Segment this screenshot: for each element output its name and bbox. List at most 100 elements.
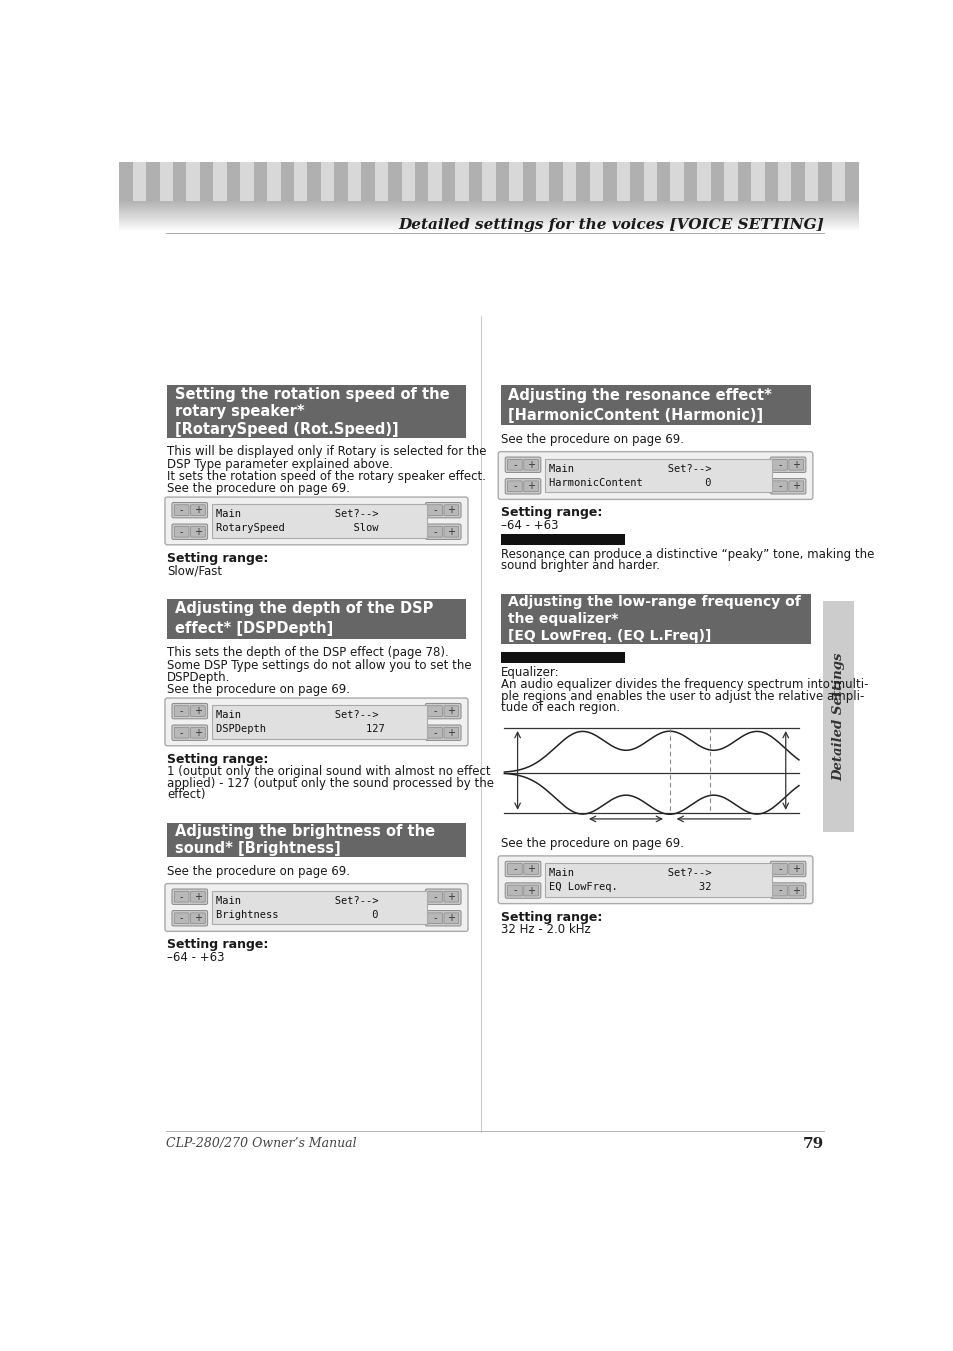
Text: Some DSP Type settings do not allow you to set the: Some DSP Type settings do not allow you …	[167, 659, 472, 671]
Text: Brightness               0: Brightness 0	[216, 911, 378, 920]
Text: Adjusting the depth of the DSP: Adjusting the depth of the DSP	[174, 601, 433, 616]
Text: -: -	[513, 481, 517, 492]
Text: –64 - +63: –64 - +63	[167, 951, 225, 963]
Text: -: -	[180, 913, 183, 923]
Bar	[375, 162, 388, 200]
FancyBboxPatch shape	[505, 882, 540, 898]
Text: -: -	[180, 527, 183, 536]
FancyBboxPatch shape	[507, 885, 521, 896]
FancyBboxPatch shape	[427, 705, 442, 716]
Bar	[320, 162, 334, 200]
Text: ple regions and enables the user to adjust the relative ampli-: ple regions and enables the user to adju…	[500, 689, 863, 703]
FancyBboxPatch shape	[425, 704, 460, 719]
FancyBboxPatch shape	[425, 725, 460, 740]
FancyBboxPatch shape	[174, 505, 189, 516]
Text: Equalizer:: Equalizer:	[500, 666, 558, 678]
Bar	[763, 162, 777, 200]
Text: Setting the rotation speed of the: Setting the rotation speed of the	[174, 386, 449, 401]
FancyBboxPatch shape	[191, 727, 205, 738]
FancyBboxPatch shape	[172, 911, 208, 925]
FancyBboxPatch shape	[443, 505, 458, 516]
FancyBboxPatch shape	[769, 478, 805, 494]
Text: Slow/Fast: Slow/Fast	[167, 565, 222, 577]
FancyBboxPatch shape	[172, 524, 208, 539]
Text: See the procedure on page 69.: See the procedure on page 69.	[500, 838, 683, 850]
FancyBboxPatch shape	[427, 892, 442, 902]
FancyBboxPatch shape	[788, 863, 802, 874]
Text: effect* [DSPDepth]: effect* [DSPDepth]	[174, 621, 333, 636]
FancyBboxPatch shape	[443, 527, 458, 538]
FancyBboxPatch shape	[443, 705, 458, 716]
FancyBboxPatch shape	[172, 704, 208, 719]
FancyBboxPatch shape	[507, 459, 521, 470]
Text: See the procedure on page 69.: See the procedure on page 69.	[167, 865, 350, 878]
Bar	[831, 162, 844, 200]
Text: Detailed settings for the voices [VOICE SETTING]: Detailed settings for the voices [VOICE …	[398, 219, 823, 232]
FancyBboxPatch shape	[788, 481, 802, 492]
FancyBboxPatch shape	[165, 698, 468, 746]
Text: See the procedure on page 69.: See the procedure on page 69.	[167, 684, 350, 696]
FancyBboxPatch shape	[769, 862, 805, 877]
FancyBboxPatch shape	[191, 892, 205, 902]
Bar	[267, 162, 280, 200]
FancyBboxPatch shape	[174, 705, 189, 716]
Text: +: +	[193, 527, 202, 536]
FancyBboxPatch shape	[425, 524, 460, 539]
Bar	[388, 162, 401, 200]
Text: +: +	[527, 885, 535, 896]
Text: EQ LowFreq.             32: EQ LowFreq. 32	[549, 882, 711, 892]
Bar	[500, 534, 624, 544]
FancyBboxPatch shape	[174, 913, 189, 924]
FancyBboxPatch shape	[788, 459, 802, 470]
Text: Detailed Settings: Detailed Settings	[831, 653, 844, 781]
Text: +: +	[527, 865, 535, 874]
FancyBboxPatch shape	[769, 882, 805, 898]
Bar	[710, 162, 723, 200]
Text: +: +	[791, 459, 800, 470]
Text: Adjusting the low-range frequency of: Adjusting the low-range frequency of	[508, 596, 801, 609]
Bar	[697, 162, 710, 200]
Text: -: -	[778, 885, 781, 896]
Bar	[737, 162, 750, 200]
Text: -: -	[433, 527, 436, 536]
FancyBboxPatch shape	[191, 705, 205, 716]
Bar	[576, 162, 589, 200]
Text: -: -	[180, 728, 183, 738]
Bar	[159, 162, 172, 200]
FancyBboxPatch shape	[507, 481, 521, 492]
Text: -: -	[433, 505, 436, 515]
Bar	[791, 162, 804, 200]
Text: Setting range:: Setting range:	[167, 551, 269, 565]
FancyBboxPatch shape	[772, 885, 786, 896]
FancyBboxPatch shape	[523, 459, 537, 470]
Text: +: +	[527, 459, 535, 470]
Text: +: +	[447, 892, 455, 901]
Bar	[500, 385, 810, 426]
Bar	[428, 162, 441, 200]
Text: [EQ LowFreq. (EQ L.Freq)]: [EQ LowFreq. (EQ L.Freq)]	[508, 628, 711, 643]
FancyBboxPatch shape	[191, 913, 205, 924]
Text: Setting range:: Setting range:	[167, 939, 269, 951]
Bar	[455, 162, 468, 200]
Text: +: +	[193, 892, 202, 901]
Bar	[172, 162, 186, 200]
FancyBboxPatch shape	[505, 457, 540, 473]
Text: applied) - 127 (output only the sound processed by the: applied) - 127 (output only the sound pr…	[167, 777, 494, 789]
Text: +: +	[447, 913, 455, 923]
Bar	[545, 458, 771, 493]
Text: DSPDepth.: DSPDepth.	[167, 671, 231, 684]
Bar	[629, 162, 643, 200]
Text: 1 (output only the original sound with almost no effect: 1 (output only the original sound with a…	[167, 765, 491, 778]
FancyBboxPatch shape	[788, 885, 802, 896]
Bar	[683, 162, 697, 200]
FancyBboxPatch shape	[505, 862, 540, 877]
Bar	[361, 162, 375, 200]
Text: -: -	[180, 892, 183, 901]
FancyBboxPatch shape	[427, 527, 442, 538]
Text: This sets the depth of the DSP effect (page 78).: This sets the depth of the DSP effect (p…	[167, 646, 449, 659]
Text: -: -	[433, 728, 436, 738]
Text: tude of each region.: tude of each region.	[500, 701, 619, 715]
Bar	[804, 162, 818, 200]
FancyBboxPatch shape	[425, 911, 460, 925]
Bar	[545, 863, 771, 897]
